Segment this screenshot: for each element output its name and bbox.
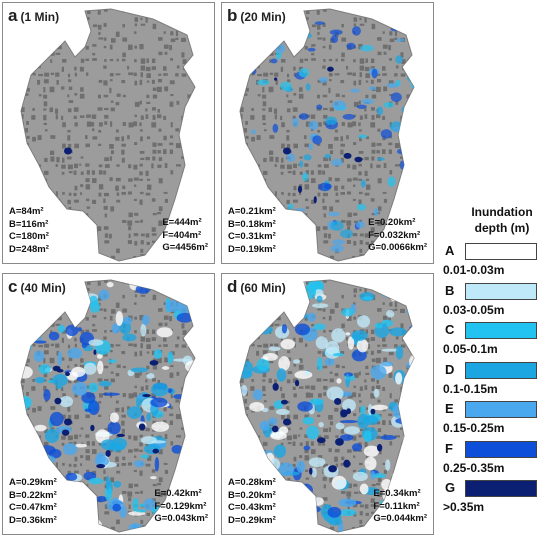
area-stat: B=0.20km² <box>228 489 276 501</box>
area-stats-right: E=0.20km² F=0.032km² G=0.0066km² <box>368 217 427 255</box>
legend-swatch <box>465 440 537 458</box>
legend-swatch <box>465 361 537 379</box>
panel-time: (20 Min) <box>240 10 286 24</box>
panel-letter: b <box>227 6 238 25</box>
area-stat: G=0.043km² <box>154 513 208 524</box>
deep-pond <box>64 418 72 426</box>
area-stat: E=0.20km² <box>368 217 416 228</box>
panel-letter: c <box>8 277 18 296</box>
area-stat: B=0.22km² <box>9 489 57 501</box>
legend-letter: G <box>445 480 456 495</box>
area-stat: A=0.21km² <box>228 206 276 217</box>
legend-title: Inundation depth (m) <box>462 204 542 236</box>
panel-time: (40 Min) <box>20 281 66 295</box>
area-stat: F=404m² <box>162 229 202 241</box>
area-stats-right: E=444m² F=404m² G=4456m² <box>162 217 208 255</box>
map-panel-b: b (20 Min) A=0.21km² B=0.18km² C=0.31km² D=0.… <box>221 2 434 264</box>
legend-item: G >0.35m <box>436 480 550 520</box>
area-stat: D=0.19km² <box>228 243 276 255</box>
legend-swatch <box>465 282 537 300</box>
legend-item: D 0.1-0.15m <box>436 361 550 402</box>
area-stat: E=0.42km² <box>154 488 202 499</box>
map-panel-c: c (40 Min) A=0.29km² B=0.22km² C=0.47km² D=0.… <box>2 273 215 535</box>
legend-swatch <box>465 322 537 339</box>
deep-pond <box>64 147 72 155</box>
area-stat: F=0.129km² <box>154 500 207 512</box>
inundation-map <box>20 279 196 533</box>
legend-range: 0.25-0.35m <box>443 460 505 475</box>
panel-time: (60 Min) <box>240 281 286 295</box>
panel-letter: d <box>227 277 238 296</box>
area-stat: B=116m² <box>9 218 49 230</box>
legend-letter: A <box>445 243 455 258</box>
panel-label: b (20 Min) <box>227 6 286 26</box>
area-stat: G=0.0066km² <box>368 242 427 253</box>
legend-range: >0.35m <box>443 500 485 514</box>
legend-letter: C <box>445 322 455 337</box>
district-outline <box>20 279 196 533</box>
district-outline <box>20 8 196 262</box>
legend-swatch <box>465 243 537 260</box>
legend-range: 0.05-0.1m <box>443 342 498 356</box>
map-panel-d: d (60 Min) A=0.28km² B=0.20km² C=0.43km² D=0.… <box>221 273 434 535</box>
legend-item: A 0.01-0.03m <box>436 243 550 283</box>
area-stat: D=0.29km² <box>228 514 276 526</box>
legend-item: F 0.25-0.35m <box>436 440 550 481</box>
area-stat: D=248m² <box>9 243 49 255</box>
area-stat: C=0.47km² <box>9 502 57 513</box>
legend-title-line1: Inundation <box>471 205 533 219</box>
area-stat: F=0.11km² <box>373 500 420 512</box>
legend-letter: D <box>445 361 455 377</box>
legend-range: 0.1-0.15m <box>443 381 498 396</box>
map-panel-a: a (1 Min) A=84m² B=116m² C=180m² D=248m² E=444… <box>2 2 215 264</box>
area-stat: A=0.29km² <box>9 477 57 488</box>
panel-label: a (1 Min) <box>8 6 59 26</box>
legend-swatch <box>465 401 537 418</box>
area-stats-left: A=0.29km² B=0.22km² C=0.47km² D=0.36km² <box>9 477 57 527</box>
area-stat: G=0.044km² <box>373 513 427 524</box>
legend-letter: B <box>445 282 455 298</box>
area-stat: C=0.31km² <box>228 231 276 242</box>
area-stat: B=0.18km² <box>228 218 276 230</box>
inundation-map <box>239 8 415 262</box>
legend-letter: E <box>445 401 454 416</box>
panel-letter: a <box>8 6 18 25</box>
legend-item: B 0.03-0.05m <box>436 282 550 323</box>
area-stat: C=180m² <box>9 231 49 242</box>
area-stat: A=0.28km² <box>228 477 276 488</box>
legend-item: C 0.05-0.1m <box>436 322 550 362</box>
area-stats-left: A=84m² B=116m² C=180m² D=248m² <box>9 206 49 256</box>
deep-pond <box>283 418 291 426</box>
legend-letter: F <box>445 440 453 456</box>
legend-title-line2: depth (m) <box>474 221 530 235</box>
panel-label: d (60 Min) <box>227 277 286 297</box>
legend-swatch <box>465 480 537 497</box>
legend-range: 0.15-0.25m <box>443 421 505 435</box>
area-stat: E=0.34km² <box>373 488 421 499</box>
deep-pond <box>283 147 291 155</box>
area-stat: D=0.36km² <box>9 514 57 526</box>
area-stat: F=0.032km² <box>368 229 421 241</box>
legend-range: 0.03-0.05m <box>443 302 505 317</box>
inundation-map <box>20 8 196 262</box>
legend-range: 0.01-0.03m <box>443 263 505 277</box>
panel-label: c (40 Min) <box>8 277 66 297</box>
area-stat: C=0.43km² <box>228 502 276 513</box>
legend: Inundation depth (m) A 0.01-0.03m B 0.03-0.… <box>436 0 550 540</box>
area-stats-left: A=0.28km² B=0.20km² C=0.43km² D=0.29km² <box>228 477 276 527</box>
panel-time: (1 Min) <box>20 10 60 24</box>
legend-item: E 0.15-0.25m <box>436 401 550 441</box>
area-stat: G=4456m² <box>162 242 208 253</box>
area-stat: A=84m² <box>9 206 44 217</box>
area-stats-left: A=0.21km² B=0.18km² C=0.31km² D=0.19km² <box>228 206 276 256</box>
area-stats-right: E=0.42km² F=0.129km² G=0.043km² <box>154 488 208 526</box>
area-stats-right: E=0.34km² F=0.11km² G=0.044km² <box>373 488 427 526</box>
area-stat: E=444m² <box>162 217 202 228</box>
inundation-map <box>239 279 415 533</box>
